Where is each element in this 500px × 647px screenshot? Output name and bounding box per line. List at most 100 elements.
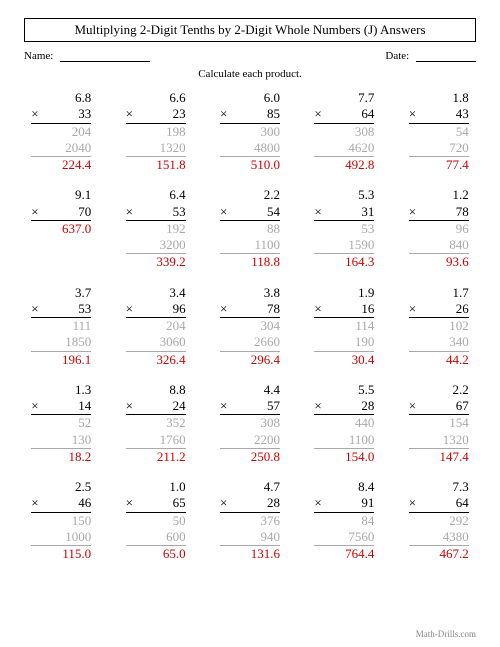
times-icon: × <box>409 495 416 511</box>
answer: 326.4 <box>126 352 186 368</box>
date-blank[interactable] <box>416 61 476 62</box>
answer: 131.6 <box>220 546 280 562</box>
date-label: Date: <box>385 50 409 62</box>
problem-21: 2.5× 461501000115.0 <box>31 479 91 562</box>
multiplier-row: × 78 <box>220 301 280 318</box>
multiplicand: 1.7 <box>409 285 469 301</box>
problem-grid: 6.8× 332042040224.46.6× 231981320151.86.… <box>24 90 476 562</box>
answer: 164.3 <box>314 254 374 270</box>
multiplier: 57 <box>260 398 280 413</box>
times-icon: × <box>314 106 321 122</box>
multiplicand: 6.0 <box>220 90 280 106</box>
multiplicand: 4.7 <box>220 479 280 495</box>
problem-8: 2.2× 54881100118.8 <box>220 187 280 270</box>
answer: 151.8 <box>126 157 186 173</box>
partial-product: 84 <box>314 513 374 529</box>
multiplier: 70 <box>72 204 92 219</box>
multiplicand: 5.5 <box>314 382 374 398</box>
partial-product: 940 <box>220 529 280 546</box>
multiplicand: 1.9 <box>314 285 374 301</box>
multiplier-row: × 78 <box>409 204 469 221</box>
multiplicand: 6.8 <box>31 90 91 106</box>
multiplicand: 2.2 <box>220 187 280 203</box>
times-icon: × <box>314 398 321 414</box>
date-field: Date: <box>385 50 476 62</box>
partial-product: 198 <box>126 124 186 140</box>
answer: 30.4 <box>314 352 374 368</box>
multiplicand: 6.4 <box>126 187 186 203</box>
problem-17: 8.8× 243521760211.2 <box>126 382 186 465</box>
problem-12: 3.4× 962043060326.4 <box>126 285 186 368</box>
partial-product: 190 <box>314 334 374 351</box>
times-icon: × <box>31 495 38 511</box>
multiplier: 24 <box>166 398 186 413</box>
problem-1: 6.8× 332042040224.4 <box>31 90 91 173</box>
multiplier-row: × 53 <box>126 204 186 221</box>
answer: 467.2 <box>409 546 469 562</box>
partial-product: 1320 <box>409 432 469 449</box>
times-icon: × <box>31 398 38 414</box>
multiplicand: 3.8 <box>220 285 280 301</box>
problem-9: 5.3× 31531590164.3 <box>314 187 374 270</box>
multiplier: 46 <box>72 495 92 510</box>
times-icon: × <box>126 106 133 122</box>
times-icon: × <box>126 495 133 511</box>
multiplicand: 6.6 <box>126 90 186 106</box>
problem-5: 1.8× 435472077.4 <box>409 90 469 173</box>
partial-product: 154 <box>409 415 469 431</box>
partial-product: 352 <box>126 415 186 431</box>
problem-3: 6.0× 853004800510.0 <box>220 90 280 173</box>
multiplier-row: × 85 <box>220 106 280 123</box>
multiplier-row: × 96 <box>126 301 186 318</box>
answer: 224.4 <box>31 157 91 173</box>
worksheet-page: Multiplying 2-Digit Tenths by 2-Digit Wh… <box>0 0 500 647</box>
answer: 77.4 <box>409 157 469 173</box>
problem-25: 7.3× 642924380467.2 <box>409 479 469 562</box>
times-icon: × <box>220 495 227 511</box>
partial-product: 1590 <box>314 237 374 254</box>
multiplicand: 1.3 <box>31 382 91 398</box>
times-icon: × <box>314 495 321 511</box>
times-icon: × <box>409 204 416 220</box>
multiplier-row: × 67 <box>409 398 469 415</box>
problem-10: 1.2× 789684093.6 <box>409 187 469 270</box>
multiplier-row: × 53 <box>31 301 91 318</box>
problem-14: 1.9× 1611419030.4 <box>314 285 374 368</box>
multiplier-row: × 33 <box>31 106 91 123</box>
multiplier: 16 <box>355 301 375 316</box>
partial-product: 114 <box>314 318 374 334</box>
partial-product: 308 <box>220 415 280 431</box>
multiplicand: 7.3 <box>409 479 469 495</box>
multiplier: 67 <box>449 398 469 413</box>
partial-product: 88 <box>220 221 280 237</box>
partial-product: 54 <box>409 124 469 140</box>
problem-6: 9.1× 70637.0 <box>31 187 91 270</box>
partial-product: 1760 <box>126 432 186 449</box>
times-icon: × <box>220 398 227 414</box>
multiplicand: 2.5 <box>31 479 91 495</box>
partial-product: 3200 <box>126 237 186 254</box>
multiplicand: 8.8 <box>126 382 186 398</box>
multiplier-row: × 23 <box>126 106 186 123</box>
times-icon: × <box>314 204 321 220</box>
multiplicand: 9.1 <box>31 187 91 203</box>
multiplier-row: × 70 <box>31 204 91 221</box>
partial-product: 2660 <box>220 334 280 351</box>
problem-2: 6.6× 231981320151.8 <box>126 90 186 173</box>
times-icon: × <box>409 301 416 317</box>
partial-product: 600 <box>126 529 186 546</box>
multiplier: 23 <box>166 106 186 121</box>
multiplier-row: × 31 <box>314 204 374 221</box>
partial-product: 50 <box>126 513 186 529</box>
answer: 250.8 <box>220 449 280 465</box>
problem-13: 3.8× 783042660296.4 <box>220 285 280 368</box>
partial-product: 1100 <box>220 237 280 254</box>
times-icon: × <box>220 204 227 220</box>
partial-product: 53 <box>314 221 374 237</box>
partial-product: 840 <box>409 237 469 254</box>
problem-24: 8.4× 91847560764.4 <box>314 479 374 562</box>
multiplier: 96 <box>166 301 186 316</box>
multiplicand: 7.7 <box>314 90 374 106</box>
multiplier: 85 <box>260 106 280 121</box>
name-blank[interactable] <box>60 61 150 62</box>
